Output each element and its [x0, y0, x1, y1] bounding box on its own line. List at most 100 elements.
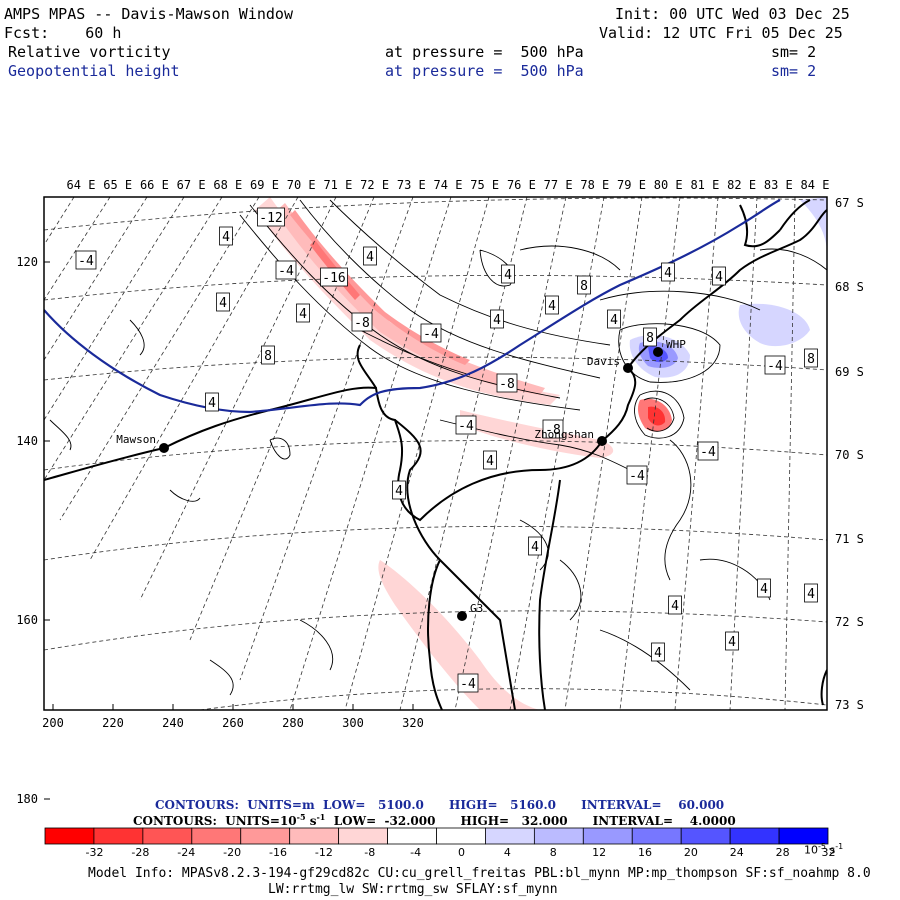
contour-label: 8 [264, 349, 272, 364]
lon-label: 74 E [434, 178, 463, 192]
y-tick-label: 160 [16, 613, 38, 627]
lon-label: 83 E [764, 178, 793, 192]
contour-label: 4 [760, 582, 768, 597]
contour-label: 4 [486, 454, 494, 469]
field1-name: Relative vorticity [8, 43, 171, 61]
contour-label-box [661, 262, 675, 282]
lon-label: 77 E [544, 178, 573, 192]
lat-label: 71 S [835, 532, 864, 546]
colorbar-tick-label: -28 [131, 846, 150, 859]
vorticity-contours-info: CONTOURS: UNITS=10-5 s-1 LOW= -32.000 HI… [133, 812, 736, 828]
lon-label: 78 E [580, 178, 609, 192]
contour-label: 8 [580, 279, 588, 294]
contour-label-box [483, 450, 497, 470]
contour-label-box [725, 631, 739, 651]
contour-label-box [392, 480, 406, 500]
lon-label: 73 E [397, 178, 426, 192]
colorbar-tick-label: -32 [85, 846, 104, 859]
field1-smoothing: sm= 2 [771, 43, 817, 61]
contour-label: -12 [259, 211, 282, 226]
colorbar-tick-label: 20 [683, 846, 698, 859]
colorbar-tick-label: -12 [314, 846, 333, 859]
x-tick-label: 260 [222, 716, 244, 730]
station-label: Mawson [116, 433, 156, 446]
contour-label-box [697, 441, 719, 461]
contour-label-box [261, 345, 275, 365]
station-label: WHP [666, 338, 686, 351]
station-marker [597, 436, 607, 446]
contour-label-box [528, 536, 542, 556]
plot-title: AMPS MPAS -- Davis-Mawson Window [4, 5, 293, 23]
contour-label: 8 [807, 352, 815, 367]
colorbar-tick-label: -8 [364, 846, 376, 859]
contour-label-box [577, 275, 591, 295]
contour-label-box [351, 312, 373, 332]
field2-smoothing: sm= 2 [771, 62, 817, 80]
contour-label-box [205, 392, 219, 412]
y-axis: 120 140 160 180 [16, 255, 50, 806]
graticule [44, 197, 827, 710]
station-marker [623, 363, 633, 373]
contour-label: -16 [322, 271, 345, 286]
x-tick-label: 240 [162, 716, 184, 730]
contour-label: -8 [545, 423, 561, 438]
contour-label: -4 [700, 445, 716, 460]
contour-label-box [542, 419, 564, 439]
colorbar-swatch [436, 827, 486, 845]
colorbar-swatch [93, 827, 144, 845]
lon-label: 81 E [690, 178, 719, 192]
longitude-labels: 64 E 65 E 66 E 67 E 68 E 69 E 70 E 71 E 72 E 73 E… [67, 178, 830, 192]
contour-label: 8 [646, 331, 654, 346]
field2-name: Geopotential height [8, 62, 180, 80]
contour-label: -8 [354, 316, 370, 331]
contour-label-box [804, 583, 818, 603]
x-axis: 200 220 240 260 280 300 320 [42, 704, 424, 730]
model-info-line2: LW:rrtmg_lw SW:rrtmg_sw SFLAY:sf_mynn [268, 882, 558, 897]
contour-label: -4 [423, 327, 439, 342]
lon-label: 82 E [727, 178, 756, 192]
contour-label-box [712, 266, 726, 286]
contour-label-box [296, 303, 310, 323]
colorbar-swatch [44, 827, 95, 845]
x-tick-label: 280 [282, 716, 304, 730]
contour-label-box [455, 415, 477, 435]
colorbar-swatch [387, 827, 437, 845]
height-contours-info: CONTOURS: UNITS=m LOW= 5100.0 HIGH= 5160… [155, 798, 725, 812]
contour-label: 4 [219, 296, 227, 311]
lat-label: 69 S [835, 365, 864, 379]
contour-label: -4 [767, 359, 783, 374]
contour-label-box [320, 267, 348, 287]
station-label: Zhongshan [534, 428, 594, 441]
forecast-hour: Fcst: 60 h [4, 24, 122, 42]
colorbar-swatch [142, 827, 193, 845]
x-tick-label: 300 [342, 716, 364, 730]
contour-label-box [651, 642, 665, 662]
contour-label-box [363, 246, 377, 266]
contour-label-box [457, 673, 479, 693]
lat-label: 73 S [835, 698, 864, 712]
x-tick-label: 320 [402, 716, 424, 730]
contour-label-box [216, 292, 230, 312]
colorbar-tick-label: 28 [775, 846, 790, 859]
lon-label: 84 E [801, 178, 830, 192]
valid-time: Valid: 12 UTC Fri 05 Dec 25 [599, 24, 843, 42]
colorbar-swatch [582, 827, 633, 845]
colorbar-tick-label: 12 [592, 846, 607, 859]
colorbar-tick-label: 8 [549, 846, 557, 859]
lon-label: 79 E [617, 178, 646, 192]
contour-label: 4 [728, 635, 736, 650]
latitude-labels: 67 S 68 S 69 S 70 S 71 S 72 S 73 S [835, 196, 864, 712]
x-tick-label: 200 [42, 716, 64, 730]
contour-label: -4 [460, 677, 476, 692]
contour-label-box [668, 595, 682, 615]
contour-label: 4 [671, 599, 679, 614]
colorbar-tick-label: 0 [458, 846, 465, 859]
contour-label: -8 [499, 377, 515, 392]
colorbar [44, 827, 829, 845]
colorbar-swatch [631, 827, 682, 845]
colorbar-swatch [191, 827, 242, 845]
contour-label: 4 [548, 299, 556, 314]
station-label: Davis [587, 355, 620, 368]
contour-label-box [626, 465, 648, 485]
colorbar-tick-label: 24 [729, 846, 744, 859]
